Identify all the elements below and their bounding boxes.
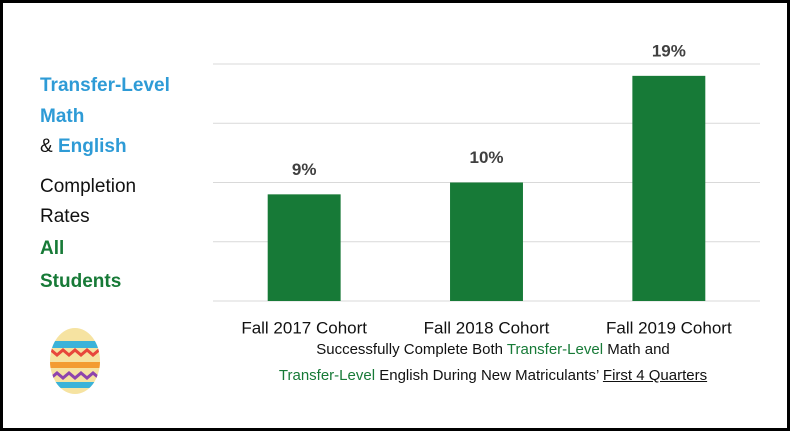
footnote-text: Math and bbox=[607, 341, 670, 358]
side-label-line: Completion bbox=[40, 176, 136, 198]
footnote-text: First 4 Quarters bbox=[603, 367, 707, 384]
side-label-text: English bbox=[58, 136, 127, 157]
side-label-text: Transfer-Level bbox=[40, 75, 170, 96]
data-label: 10% bbox=[469, 148, 503, 167]
x-tick-label: Fall 2019 Cohort bbox=[606, 318, 732, 337]
data-label: 19% bbox=[652, 41, 686, 60]
footnote-line: Transfer-Level English During New Matric… bbox=[193, 367, 790, 384]
side-label-text: All bbox=[40, 238, 64, 259]
footnote-text: English During New Matriculants’ bbox=[379, 367, 599, 384]
side-label-line: & English bbox=[40, 136, 127, 158]
data-label: 9% bbox=[292, 160, 317, 179]
side-label-text: Students bbox=[40, 271, 121, 292]
footnote-text: Successfully Complete Both bbox=[316, 341, 503, 358]
side-label-text: Completion bbox=[40, 176, 136, 197]
x-tick-label: Fall 2017 Cohort bbox=[241, 318, 367, 337]
bar bbox=[268, 194, 341, 301]
bar bbox=[632, 76, 705, 301]
side-label-line: All bbox=[40, 238, 64, 260]
side-label-text: & bbox=[40, 136, 53, 157]
side-label-line: Math bbox=[40, 106, 84, 128]
side-label-line: Transfer-Level bbox=[40, 75, 170, 97]
x-tick-label: Fall 2018 Cohort bbox=[424, 318, 550, 337]
side-label-line: Students bbox=[40, 271, 121, 293]
footnote-text: Transfer-Level bbox=[279, 367, 375, 384]
bar bbox=[450, 183, 523, 302]
footnote-text: Transfer-Level bbox=[507, 341, 603, 358]
egg-icon bbox=[45, 328, 105, 394]
side-label-text: Math bbox=[40, 106, 84, 127]
side-label-text: Rates bbox=[40, 206, 90, 227]
footnote-line: Successfully Complete Both Transfer-Leve… bbox=[193, 341, 790, 358]
chart: Fall 2017 Cohort 9% Fall 2018 Cohort 10% Fal… bbox=[3, 3, 787, 428]
side-label-line: Rates bbox=[40, 206, 90, 228]
slide: Fall 2017 Cohort 9% Fall 2018 Cohort 10% Fal… bbox=[0, 0, 790, 431]
